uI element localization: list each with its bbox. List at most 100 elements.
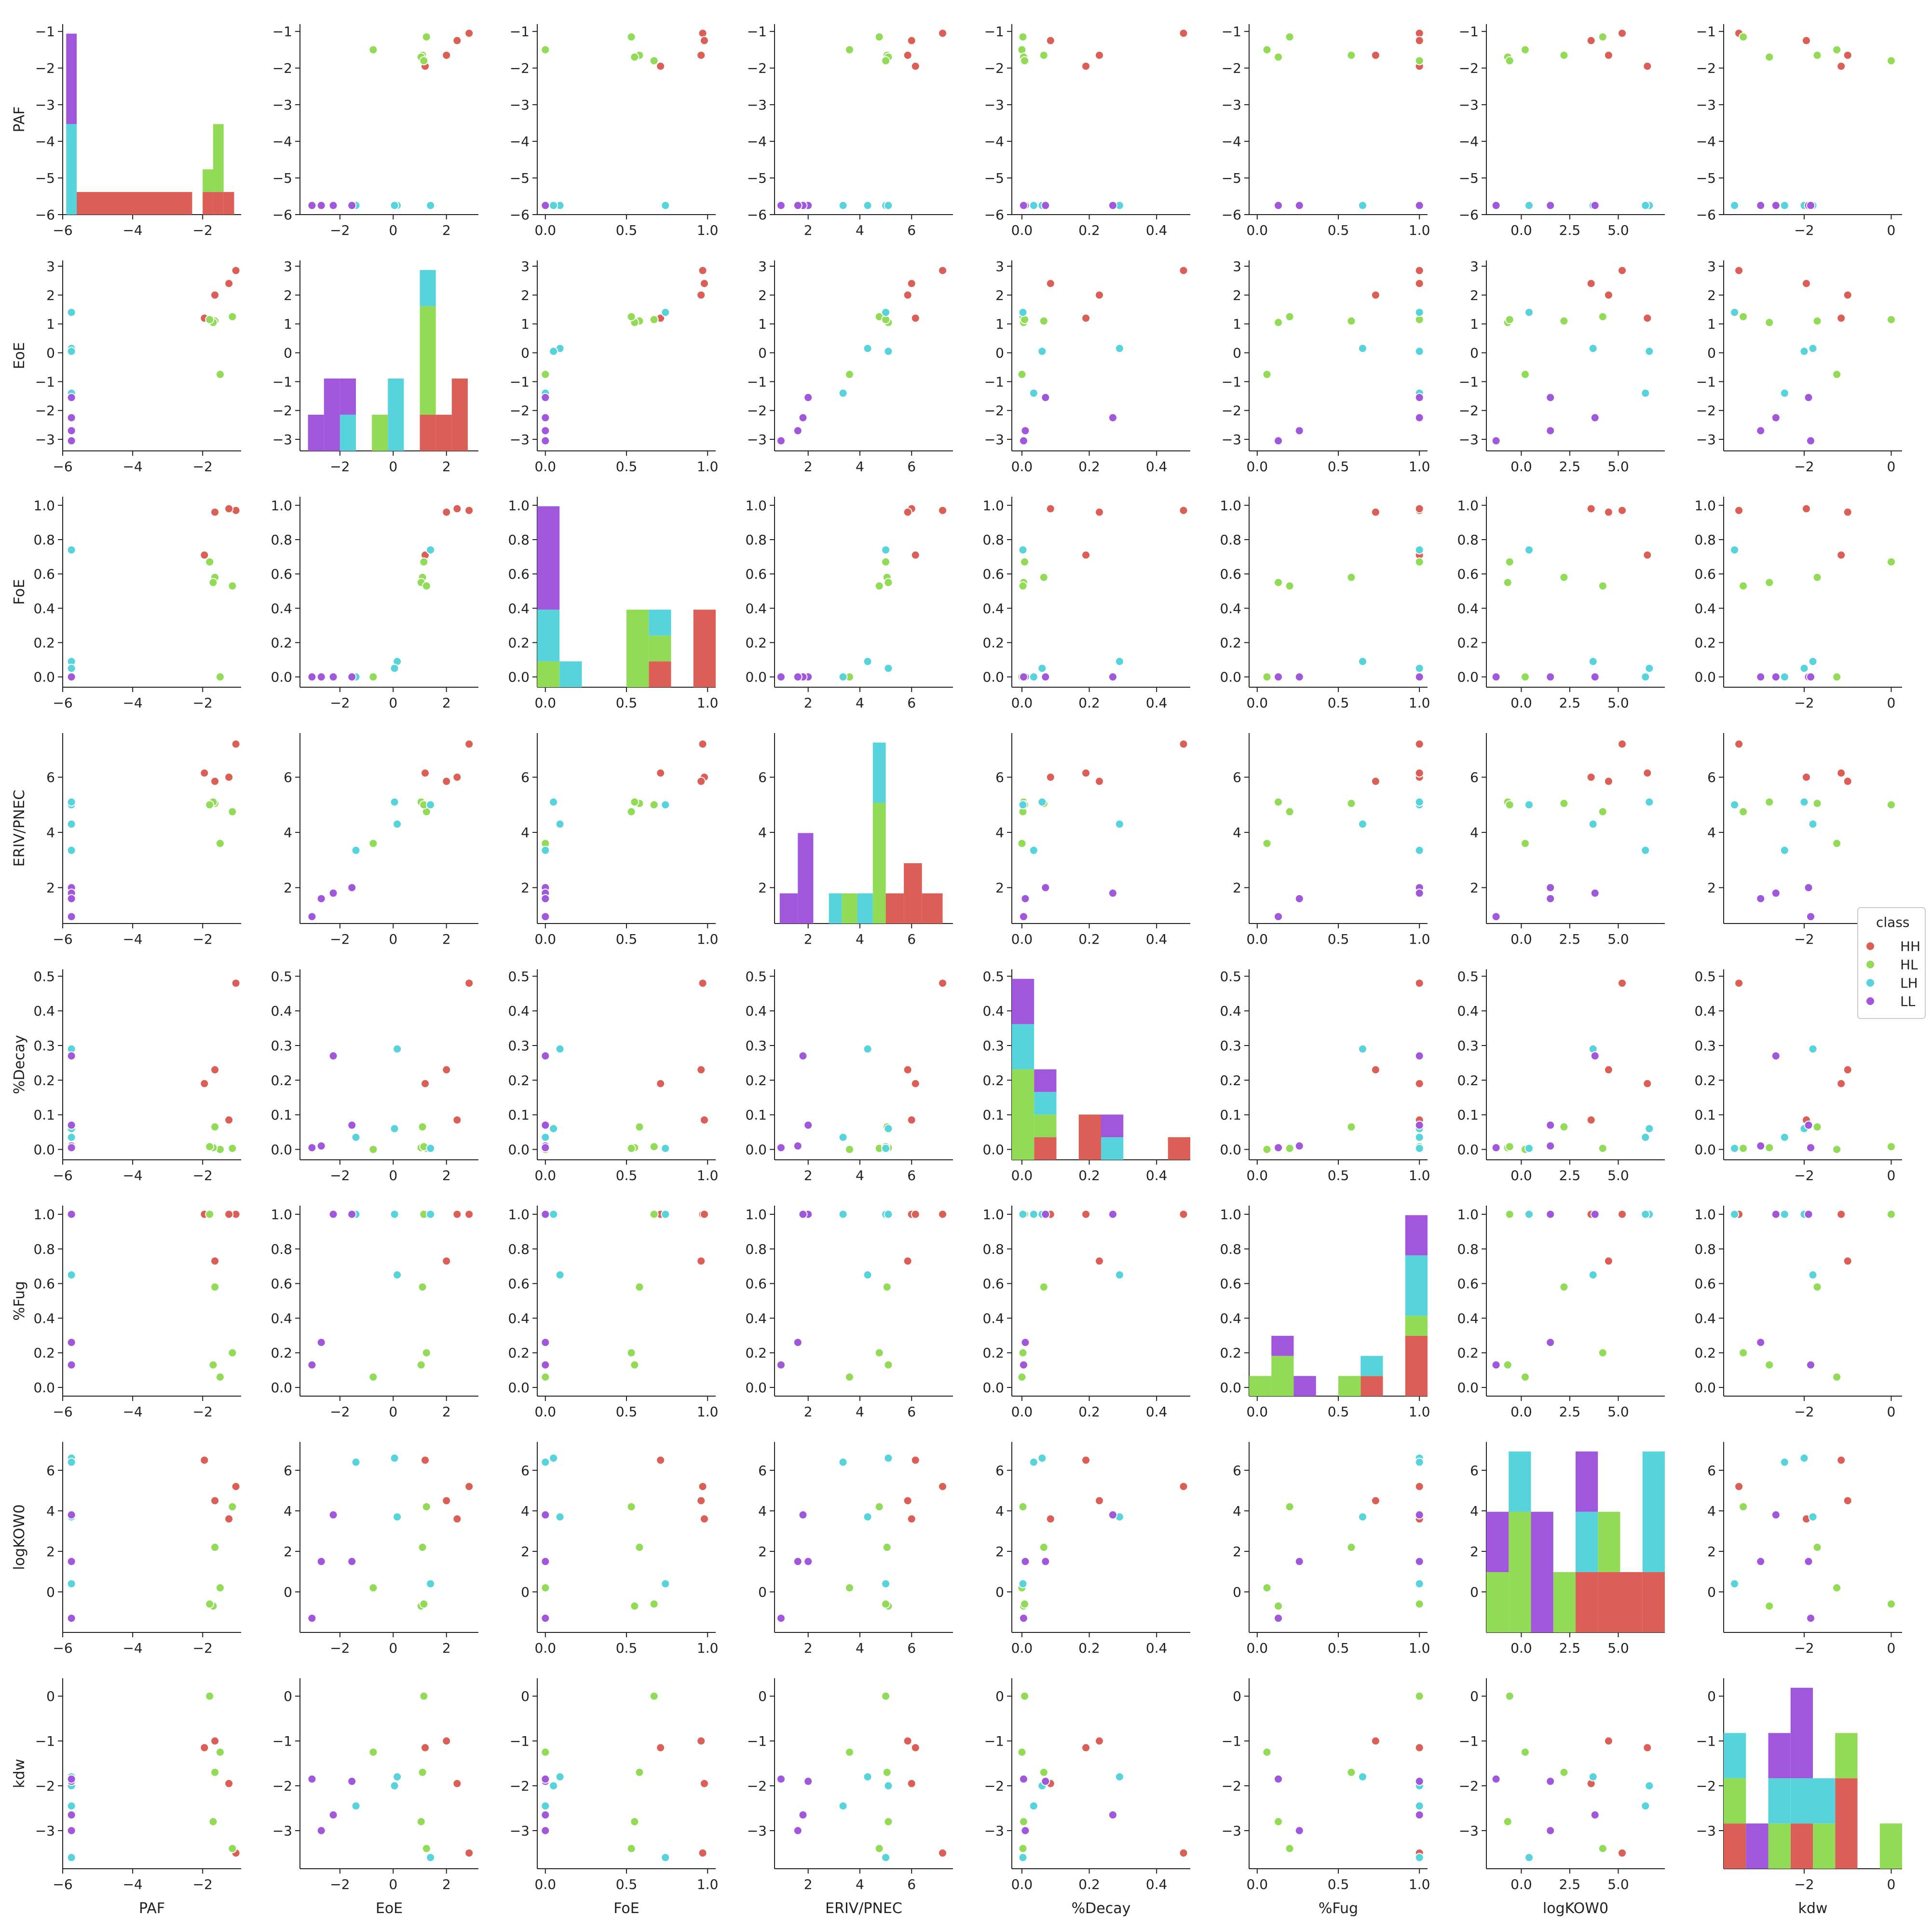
y-tick-label: −5 <box>984 170 1004 186</box>
data-point-ll <box>347 1120 357 1130</box>
data-point-hl <box>1832 1372 1842 1382</box>
data-point-lh <box>1730 1209 1740 1219</box>
data-point-hh <box>1801 773 1811 782</box>
data-point-ll <box>316 1141 326 1151</box>
y-tick-label: −3 <box>747 432 767 448</box>
data-point-lh <box>884 1209 893 1219</box>
data-point-hh <box>1837 313 1846 323</box>
data-point-ll <box>1041 201 1050 210</box>
data-point-hl <box>1415 56 1424 66</box>
y-tick-label: 2 <box>284 287 292 303</box>
data-point-ll <box>67 1120 76 1130</box>
panel-paf-vs-fug: 0.0 0.5 1.0 −6 −5 −4 −3 −2 −1 <box>1222 24 1430 238</box>
y-tick-label: −4 <box>747 134 767 149</box>
data-point-lh <box>863 344 872 353</box>
y-tick-label: 6 <box>1233 770 1241 786</box>
y-tick-label: 0.5 <box>1457 968 1479 984</box>
x-tick-label: 0 <box>1887 1404 1896 1420</box>
data-point-hh <box>1081 1209 1091 1219</box>
y-tick-label: −2 <box>1696 60 1716 76</box>
y-tick-label: −2 <box>510 60 530 76</box>
data-point-hl <box>368 1747 378 1757</box>
y-tick-label: 0.0 <box>33 1141 55 1157</box>
hist-bar-hl <box>1553 1572 1576 1632</box>
y-tick-label: 0.2 <box>982 1073 1004 1088</box>
x-tick-label: 0.5 <box>1328 222 1349 238</box>
y-tick-label: −2 <box>35 1778 55 1794</box>
data-point-lh <box>1115 819 1124 829</box>
data-point-hh <box>1618 978 1627 988</box>
data-point-hh <box>1179 266 1188 275</box>
data-point-ll <box>1274 1143 1283 1153</box>
data-point-lh <box>1730 201 1740 210</box>
data-point-hl <box>208 578 218 587</box>
y-tick-label: 1.0 <box>1220 1207 1241 1223</box>
y-tick-label: 2 <box>521 880 530 896</box>
y-tick-label: 0.8 <box>1457 532 1479 548</box>
y-tick-label: 0 <box>758 1688 767 1704</box>
data-point-lh <box>838 672 848 682</box>
x-tick-label: 4 <box>856 695 864 711</box>
x-tick-label: 0.5 <box>1328 1168 1349 1183</box>
data-point-hl <box>1886 1209 1896 1219</box>
x-tick-label: 4 <box>856 1876 864 1892</box>
data-point-ll <box>1274 201 1283 210</box>
data-point-hh <box>442 507 451 517</box>
data-point-hl <box>626 1143 636 1153</box>
x-tick-label: 0 <box>389 931 397 947</box>
y-tick-label: 0.2 <box>745 1345 767 1361</box>
hist-bar-lh <box>1768 1778 1791 1824</box>
panel-fug-vs-logkow0: 0.0 2.5 5.0 0.0 0.2 0.4 0.6 0.8 1.0 <box>1457 1206 1665 1420</box>
y-tick-label: −3 <box>510 97 530 113</box>
y-tick-label: −2 <box>510 403 530 419</box>
data-point-ll <box>67 912 76 922</box>
hist-bar-hh <box>885 893 904 924</box>
panel-eoe-vs-kdw: −2 0 −3 −2 −1 0 1 2 3 <box>1696 258 1902 475</box>
y-tick-label: 0.8 <box>1694 1241 1716 1257</box>
data-point-hh <box>938 978 948 988</box>
data-point-lh <box>1415 308 1424 317</box>
x-axis-title-logkow0: logKOW0 <box>1543 1900 1608 1917</box>
hist-bar-hh <box>77 192 192 215</box>
y-tick-label: 0.6 <box>745 566 767 582</box>
y-tick-label: −1 <box>1459 24 1479 40</box>
data-point-hl <box>1520 1372 1530 1382</box>
data-point-lh <box>549 1124 558 1133</box>
data-point-ll <box>1041 1557 1050 1566</box>
y-tick-label: −1 <box>35 24 55 40</box>
data-point-hh <box>1801 279 1811 288</box>
hist-bar-lh <box>1724 1733 1746 1779</box>
panel-foe-vs-foe: 0.0 0.5 1.0 0.0 0.2 0.4 0.6 0.8 1.0 <box>508 497 718 711</box>
data-point-hl <box>1018 32 1028 42</box>
panel-eoe-vs-eoe: −2 0 2 −3 −2 −1 0 1 2 3 <box>272 258 478 475</box>
x-tick-label: −2 <box>193 1876 213 1892</box>
data-point-hl <box>1274 578 1283 587</box>
data-point-hh <box>210 290 220 300</box>
data-point-hl <box>845 45 855 54</box>
panel-paf-vs-kdw: −2 0 −6 −5 −4 −3 −2 −1 <box>1696 24 1902 238</box>
data-point-hl <box>1274 797 1283 807</box>
data-point-lh <box>1358 1772 1367 1781</box>
x-tick-label: 0.0 <box>535 1168 557 1183</box>
y-tick-label: 0 <box>1233 345 1241 361</box>
data-point-hl <box>1505 1209 1514 1219</box>
data-point-hh <box>907 36 916 45</box>
data-point-ll <box>1041 1777 1050 1786</box>
data-point-hh <box>907 1514 916 1524</box>
data-point-hl <box>1019 1817 1028 1826</box>
data-point-lh <box>1029 672 1038 682</box>
x-tick-label: −2 <box>1794 459 1814 475</box>
data-point-lh <box>1037 347 1047 356</box>
data-point-hh <box>1837 550 1846 560</box>
y-tick-label: 6 <box>995 770 1004 786</box>
x-tick-label: 0.0 <box>1011 1876 1033 1892</box>
x-tick-label: 0.0 <box>1247 1404 1268 1420</box>
y-tick-label: −2 <box>272 60 292 76</box>
data-point-hl <box>228 1844 237 1853</box>
panel-decay-vs-logkow0: 0.0 2.5 5.0 0.0 0.1 0.2 0.3 0.4 0.5 <box>1457 968 1665 1183</box>
y-tick-label: 0.4 <box>271 1310 292 1326</box>
hist-bar-ll <box>537 506 560 610</box>
data-point-ll <box>1546 393 1555 402</box>
data-point-ll <box>1590 888 1600 898</box>
